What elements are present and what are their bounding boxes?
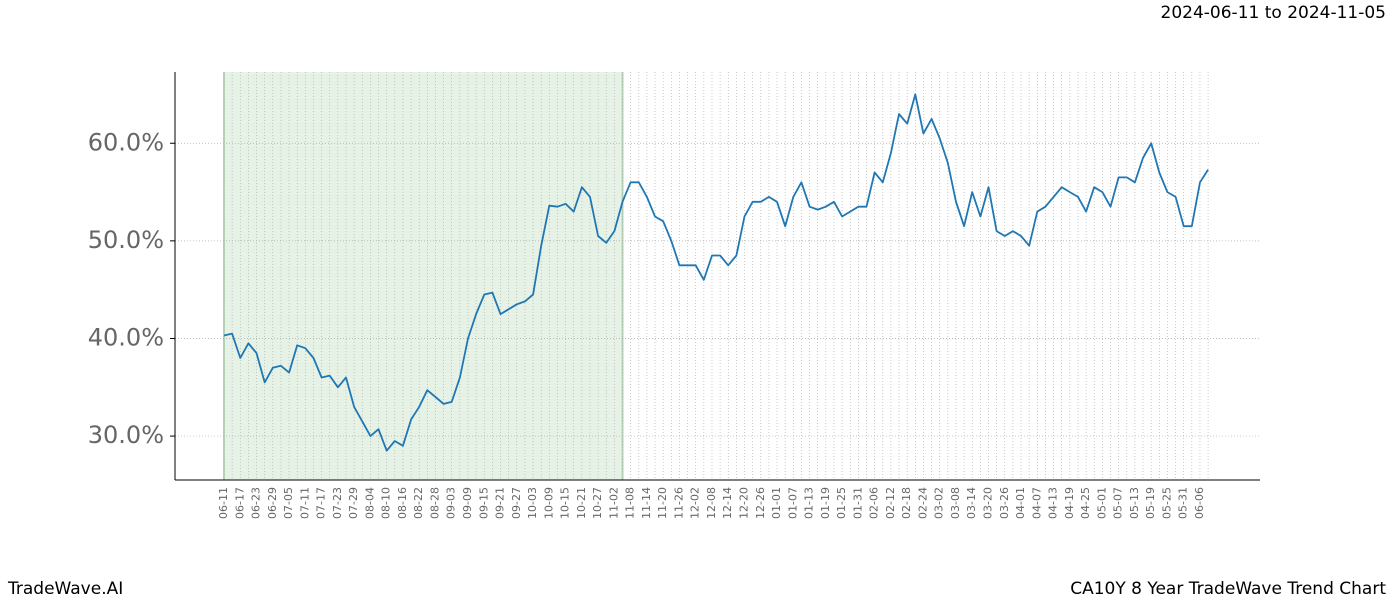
x-tick-label: 08-28 [428,487,441,519]
x-tick-label: 04-07 [1030,487,1043,519]
highlight-region [224,72,623,480]
x-tick-label: 01-25 [835,487,848,519]
x-tick-label: 08-22 [412,487,425,519]
x-tick-label: 06-29 [266,487,279,519]
y-tick-label: 40.0% [88,323,164,351]
x-tick-label: 10-09 [542,487,555,519]
x-tick-label: 01-31 [851,487,864,519]
x-tick-label: 06-11 [217,487,230,519]
x-tick-label: 12-20 [738,487,751,519]
x-tick-label: 05-19 [1144,487,1157,519]
x-tick-label: 03-14 [965,487,978,519]
x-tick-label: 11-14 [640,487,653,519]
x-tick-label: 04-13 [1047,487,1060,519]
x-tick-label: 02-12 [884,487,897,519]
x-tick-label: 09-09 [461,487,474,519]
x-tick-label: 05-25 [1160,487,1173,519]
x-tick-label: 11-08 [624,487,637,519]
x-tick-label: 07-17 [315,487,328,519]
x-tick-label: 06-06 [1193,487,1206,519]
x-tick-label: 12-14 [721,487,734,519]
x-tick-label: 08-16 [396,487,409,519]
x-tick-label: 01-19 [819,487,832,519]
x-tick-label: 09-21 [494,487,507,519]
x-tick-label: 04-01 [1014,487,1027,519]
trend-line [223,93,1209,452]
x-tick-label: 12-26 [754,487,767,519]
date-range: 2024-06-11 to 2024-11-05 [1161,3,1386,23]
x-tick-label: 06-23 [250,487,263,519]
x-tick-label: 11-26 [672,487,685,519]
x-tick-label: 03-02 [933,487,946,519]
x-tick-label: 02-06 [868,487,881,519]
y-tick-label: 30.0% [88,421,164,449]
x-tick-label: 01-01 [770,487,783,519]
x-tick-label: 07-11 [298,487,311,519]
x-tick-label: 03-26 [998,487,1011,519]
x-tick-label: 10-15 [559,487,572,519]
x-tick-label: 04-19 [1063,487,1076,519]
x-tick-label: 11-02 [607,487,620,519]
brand: TradeWave.AI [7,579,123,599]
x-tick-label: 09-15 [477,487,490,519]
x-tick-label: 03-08 [949,487,962,519]
x-tick-label: 07-05 [282,487,295,519]
x-tick-label: 09-03 [445,487,458,519]
x-tick-label: 12-02 [689,487,702,519]
x-tick-label: 10-21 [575,487,588,519]
chart-title: CA10Y 8 Year TradeWave Trend Chart [1070,579,1386,599]
x-tick-label: 06-17 [233,487,246,519]
x-tick-label: 10-27 [591,487,604,519]
y-tick-label: 60.0% [88,128,164,156]
x-tick-label: 05-01 [1095,487,1108,519]
x-tick-label: 08-04 [363,487,376,519]
x-tick-label: 04-25 [1079,487,1092,519]
x-tick-label: 02-18 [900,487,913,519]
x-tick-label: 01-07 [786,487,799,519]
x-tick-label: 07-23 [331,487,344,519]
x-tick-label: 08-10 [380,487,393,519]
x-tick-label: 10-03 [526,487,539,519]
x-tick-label: 05-13 [1128,487,1141,519]
x-tick-label: 11-20 [656,487,669,519]
x-tick-label: 12-08 [705,487,718,519]
y-tick-label: 50.0% [88,226,164,254]
x-tick-label: 07-29 [347,487,360,519]
x-tick-label: 05-31 [1177,487,1190,519]
x-tick-label: 02-24 [916,487,929,519]
x-tick-label: 03-20 [982,487,995,519]
x-tick-label: 09-27 [510,487,523,519]
x-tick-label: 01-13 [803,487,816,519]
x-tick-label: 05-07 [1112,487,1125,519]
